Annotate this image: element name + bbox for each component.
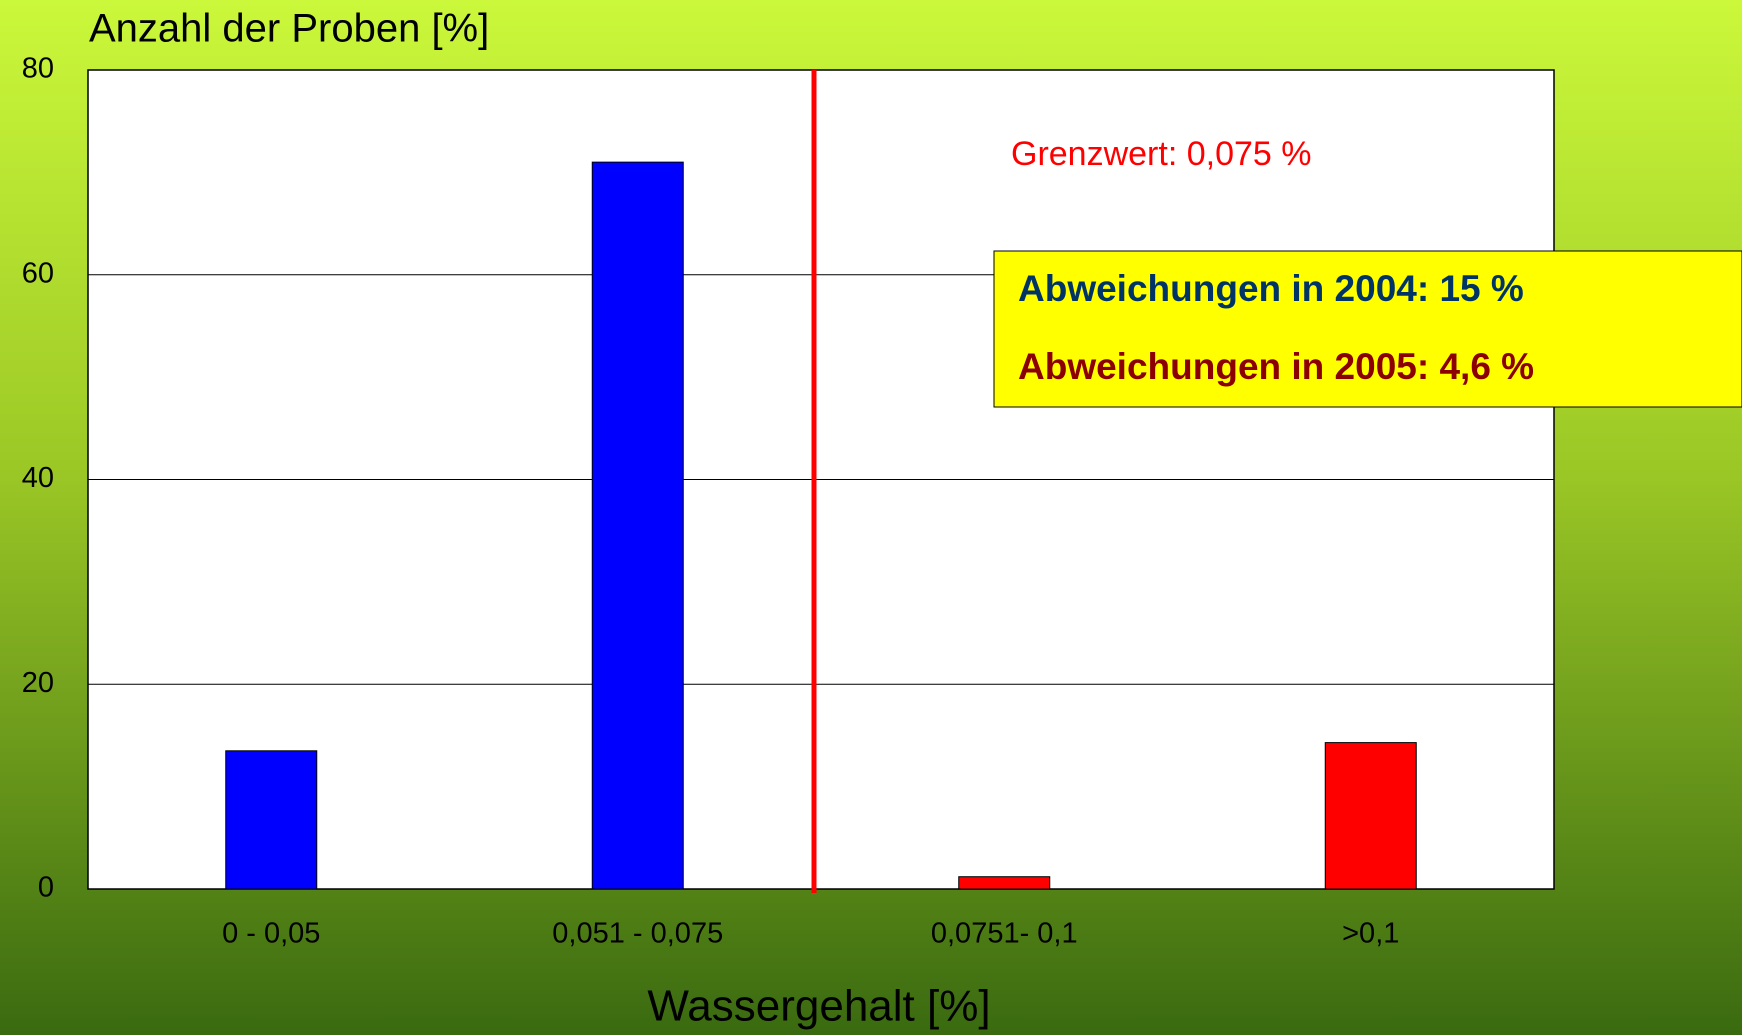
chart-title: Anzahl der Proben [%] [89,7,489,51]
info-text: Abweichungen in 2004: 15 % [1018,268,1524,309]
limit-label: Grenzwert: 0,075 % [1011,135,1311,173]
bar [225,750,318,890]
info-box [993,250,1742,408]
x-tick-label: 0 - 0,05 [222,918,320,950]
y-tick-label: 20 [22,667,54,699]
x-axis-label: Wassergehalt [%] [647,982,990,1031]
y-tick-label: 80 [22,53,54,85]
bar [958,876,1051,890]
y-tick-label: 60 [22,257,54,289]
info-text: Abweichungen in 2005: 4,6 % [1018,346,1534,387]
bar [1324,742,1417,890]
x-tick-label: >0,1 [1342,918,1399,950]
bar [591,161,684,890]
x-tick-label: 0,0751- 0,1 [931,918,1078,950]
y-tick-label: 40 [22,462,54,494]
marks: 0 20 40 60 80 0 - 0,05 0,051 - 0,075 0,0751- 0,… [22,53,1554,950]
x-tick-label: 0,051 - 0,075 [552,918,723,950]
y-tick-label: 0 [38,872,54,904]
